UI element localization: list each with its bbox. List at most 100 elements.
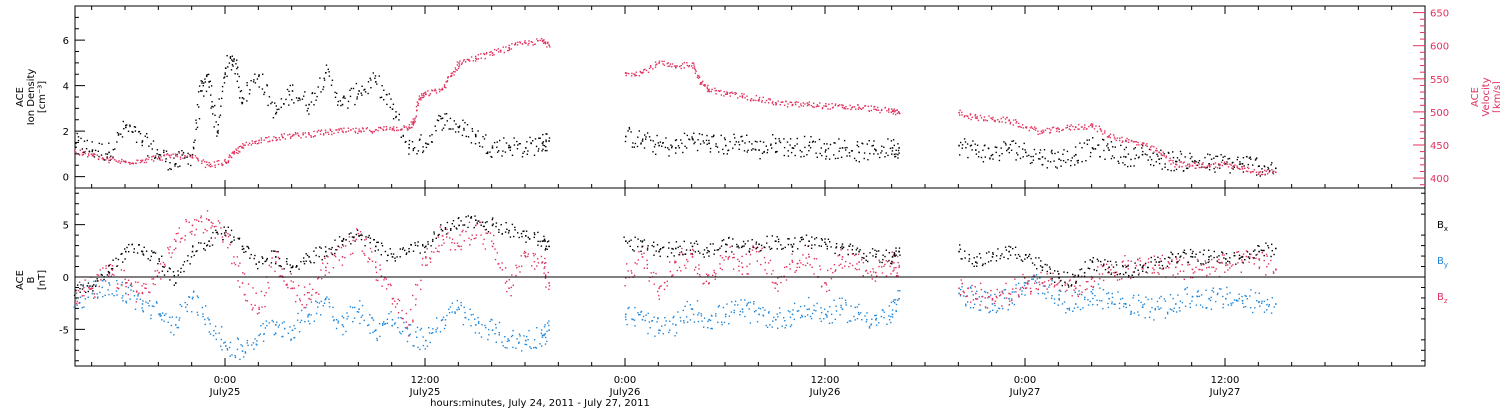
Bx-point xyxy=(87,282,90,284)
red-point xyxy=(706,86,708,88)
black-point xyxy=(298,97,300,99)
black-point xyxy=(897,153,899,156)
Bz-point xyxy=(896,272,898,274)
black-point xyxy=(975,153,978,155)
Bx-point xyxy=(1169,257,1171,259)
By-point xyxy=(547,322,549,324)
black-point xyxy=(1247,163,1249,166)
black-point xyxy=(675,139,678,141)
Bx-point xyxy=(186,260,189,262)
black-point xyxy=(369,77,371,79)
By-point xyxy=(892,309,894,311)
By-point xyxy=(426,345,429,347)
Bz-point xyxy=(1066,283,1069,285)
Bz-point xyxy=(536,265,538,267)
Bx-point xyxy=(116,265,118,267)
red-point xyxy=(1057,127,1059,129)
red-point xyxy=(1156,150,1158,152)
By-point xyxy=(399,331,401,333)
Bx-point xyxy=(231,240,233,243)
black-point xyxy=(175,163,177,165)
By-point xyxy=(1189,302,1191,305)
black-point xyxy=(427,143,430,145)
Bz-point xyxy=(630,270,632,272)
Bx-point xyxy=(1161,264,1164,267)
Bz-point xyxy=(1200,264,1203,266)
By-point xyxy=(477,322,480,324)
Bz-point xyxy=(695,266,697,268)
red-point xyxy=(469,60,471,62)
Bx-point xyxy=(978,253,981,255)
red-point xyxy=(441,88,444,91)
Bz-point xyxy=(484,248,487,250)
Bz-point xyxy=(141,291,143,294)
black-point xyxy=(75,142,77,145)
Bx-point xyxy=(437,234,439,237)
By-point xyxy=(965,303,967,305)
red-point xyxy=(1066,124,1069,127)
black-point xyxy=(1125,146,1127,149)
By-point xyxy=(1189,306,1192,309)
Bx-point xyxy=(341,244,344,246)
red-point xyxy=(445,81,447,83)
By-point xyxy=(641,318,644,321)
red-point xyxy=(472,60,475,62)
top-ytick-label: 0 xyxy=(63,173,69,184)
black-point xyxy=(834,157,837,160)
black-point xyxy=(1054,152,1056,155)
Bx-point xyxy=(755,243,757,245)
red-point xyxy=(204,166,207,169)
Bx-point xyxy=(874,249,876,251)
By-point xyxy=(185,306,187,308)
red-point xyxy=(140,159,142,162)
By-point xyxy=(156,302,158,304)
Bx-point xyxy=(368,234,370,237)
black-point xyxy=(117,134,120,136)
Bz-point xyxy=(138,292,140,294)
red-point xyxy=(238,146,241,148)
Bz-point xyxy=(745,253,747,255)
red-point xyxy=(379,126,382,129)
Bz-point xyxy=(154,283,156,286)
black-point xyxy=(258,86,260,88)
black-point xyxy=(383,89,385,91)
top-y2tick-label: 500 xyxy=(1430,108,1449,119)
By-point xyxy=(318,302,320,304)
By-point xyxy=(1167,313,1169,315)
red-point xyxy=(669,65,671,67)
black-point xyxy=(288,104,290,106)
black-point xyxy=(1107,147,1109,149)
red-point xyxy=(136,159,138,161)
Bz-point xyxy=(1237,262,1239,264)
Bz-point xyxy=(130,283,132,286)
By-point xyxy=(155,301,158,303)
By-point xyxy=(1032,278,1034,280)
black-point xyxy=(661,145,663,147)
black-point xyxy=(541,150,543,152)
black-point xyxy=(1113,157,1115,159)
By-point xyxy=(801,314,803,316)
Bz-point xyxy=(837,255,839,257)
By-point xyxy=(335,327,338,330)
red-point xyxy=(732,92,734,95)
Bx-point xyxy=(238,238,240,240)
By-point xyxy=(826,314,828,317)
By-point xyxy=(349,306,352,308)
Bz-point xyxy=(127,293,129,296)
Bz-point xyxy=(1165,267,1167,269)
Bz-point xyxy=(1232,264,1234,266)
By-point xyxy=(823,308,826,310)
By-point xyxy=(127,286,130,289)
By-point xyxy=(290,338,292,340)
Bz-point xyxy=(698,264,700,266)
Bz-point xyxy=(1147,258,1150,260)
Bz-point xyxy=(738,265,740,267)
Bz-point xyxy=(675,261,677,263)
Bx-point xyxy=(1244,259,1246,261)
red-point xyxy=(443,86,446,88)
Bx-point xyxy=(784,246,786,249)
Bz-point xyxy=(741,262,743,264)
Bz-point xyxy=(1023,287,1025,289)
black-point xyxy=(1015,142,1017,144)
Bx-point xyxy=(1207,261,1209,264)
